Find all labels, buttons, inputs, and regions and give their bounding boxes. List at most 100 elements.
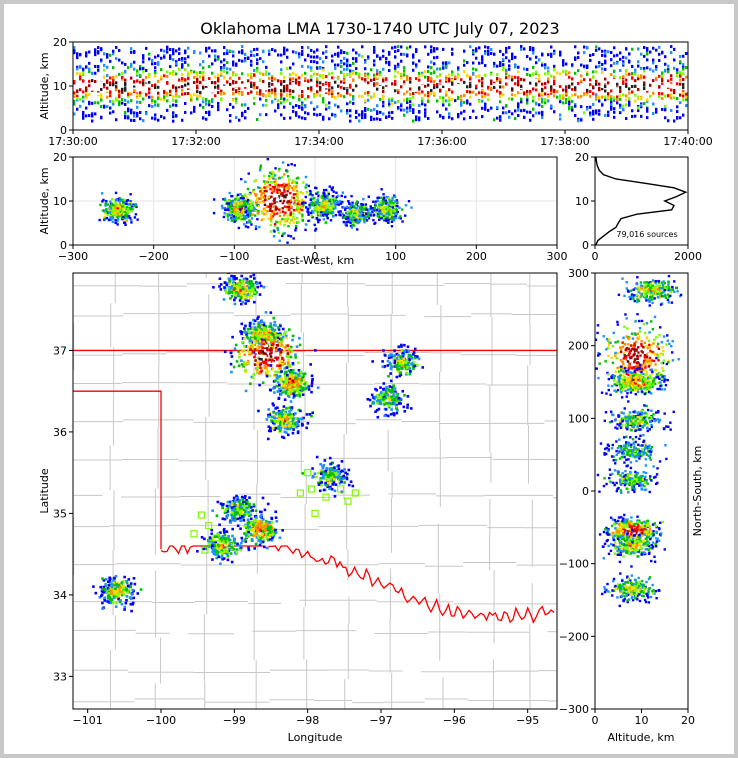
- altitude-time-source: [133, 85, 136, 89]
- altitude-time-source: [475, 89, 478, 93]
- altitude-eastwest-source: [335, 195, 339, 199]
- altitude-time-source: [517, 65, 520, 69]
- altitude-eastwest-source: [122, 203, 125, 206]
- altitude-time-source: [427, 116, 430, 120]
- altitude-time-source: [241, 78, 244, 82]
- altitude-eastwest-source: [283, 190, 286, 193]
- altitude-time-source: [643, 102, 646, 106]
- altitude-eastwest-source: [294, 185, 298, 189]
- altitude-time-source: [127, 114, 130, 118]
- altitude-eastwest-source: [286, 241, 289, 244]
- altitude-eastwest-source: [311, 215, 314, 219]
- altitude-time-source: [181, 56, 184, 60]
- altitude-time-source: [106, 86, 109, 90]
- altitude-eastwest-x-tick-label: −300: [58, 250, 88, 263]
- altitude-time-source: [622, 55, 625, 59]
- altitude-time-source: [121, 75, 124, 79]
- altitude-time-source: [511, 97, 514, 101]
- altitude-time-source: [178, 95, 181, 99]
- altitude-time-source: [430, 77, 433, 81]
- altitude-eastwest-source: [246, 213, 249, 217]
- altitude-eastwest-source: [388, 216, 391, 219]
- altitude-eastwest-source: [244, 207, 247, 211]
- altitude-eastwest-source: [284, 220, 287, 223]
- altitude-time-source: [406, 90, 409, 94]
- altitude-eastwest-source: [260, 188, 263, 191]
- altitude-time-source: [310, 74, 313, 78]
- altitude-eastwest-source: [390, 225, 394, 228]
- altitude-time-source: [511, 75, 514, 79]
- altitude-time-source: [79, 77, 82, 81]
- altitude-eastwest-source: [293, 187, 296, 190]
- altitude-eastwest-source: [332, 200, 336, 204]
- altitude-time-source: [217, 84, 220, 88]
- altitude-time-source: [307, 65, 310, 69]
- altitude-time-source: [295, 78, 298, 82]
- altitude-time-source: [673, 91, 676, 95]
- altitude-eastwest-source: [221, 206, 224, 210]
- altitude-time-source: [526, 97, 529, 101]
- altitude-time-source: [631, 64, 634, 68]
- altitude-time-source: [436, 85, 439, 89]
- plan-view-source: [249, 336, 253, 339]
- altitude-time-source: [235, 101, 238, 105]
- altitude-time-source: [151, 101, 154, 105]
- altitude-eastwest-source: [395, 204, 398, 208]
- altitude-eastwest-source: [245, 200, 249, 203]
- altitude-time-source: [631, 47, 634, 51]
- altitude-time-source: [109, 106, 112, 110]
- plan-view-source: [250, 294, 254, 298]
- altitude-eastwest-source: [382, 197, 385, 201]
- altitude-time-source: [208, 99, 211, 103]
- altitude-time-source: [592, 75, 595, 79]
- altitude-eastwest-ylabel: Altitude, km: [38, 167, 51, 234]
- altitude-time-source: [223, 66, 226, 70]
- altitude-time-source: [244, 116, 247, 120]
- altitude-eastwest-source: [383, 196, 386, 199]
- altitude-time-source: [502, 63, 505, 67]
- altitude-time-source: [475, 68, 478, 72]
- altitude-eastwest-source: [333, 205, 337, 208]
- altitude-eastwest-source: [244, 205, 247, 209]
- altitude-time-source: [211, 49, 214, 53]
- histogram-y-tick-label: 20: [575, 151, 589, 164]
- altitude-eastwest-source: [254, 227, 258, 231]
- altitude-eastwest-source: [212, 198, 216, 201]
- altitude-time-source: [337, 94, 340, 98]
- altitude-time-source: [610, 58, 613, 62]
- altitude-eastwest-source: [116, 217, 120, 221]
- altitude-time-source: [91, 101, 94, 105]
- plan-view-source: [261, 360, 265, 364]
- altitude-time-source: [643, 69, 646, 73]
- altitude-eastwest-source: [341, 212, 344, 216]
- altitude-time-source: [517, 114, 520, 118]
- plan-view-source: [278, 337, 282, 341]
- altitude-eastwest-source: [381, 200, 384, 203]
- altitude-eastwest-source: [250, 223, 253, 226]
- altitude-time-source: [430, 89, 433, 93]
- altitude-time-source: [157, 60, 160, 64]
- altitude-eastwest-source: [352, 224, 356, 227]
- altitude-time-source: [412, 110, 415, 114]
- altitude-eastwest-source: [374, 200, 378, 203]
- altitude-eastwest-source: [112, 207, 115, 210]
- altitude-time-source: [115, 45, 118, 49]
- altitude-time-source: [283, 51, 286, 55]
- altitude-time-source: [127, 116, 130, 120]
- altitude-eastwest-source: [222, 215, 226, 219]
- altitude-time-source: [649, 79, 652, 83]
- altitude-eastwest-source: [385, 214, 388, 217]
- altitude-time-source: [499, 118, 502, 122]
- altitude-eastwest-source: [287, 163, 290, 167]
- altitude-time-source: [472, 50, 475, 54]
- plan-view-source: [254, 337, 257, 341]
- altitude-eastwest-source: [383, 214, 387, 217]
- altitude-eastwest-source: [273, 201, 276, 205]
- altitude-eastwest-source: [231, 217, 235, 221]
- altitude-time-source: [181, 73, 184, 77]
- altitude-time-source: [319, 112, 322, 116]
- altitude-time-source: [109, 76, 112, 80]
- altitude-eastwest-source: [123, 199, 126, 202]
- plan-view-source: [245, 362, 249, 366]
- altitude-time-source: [295, 51, 298, 55]
